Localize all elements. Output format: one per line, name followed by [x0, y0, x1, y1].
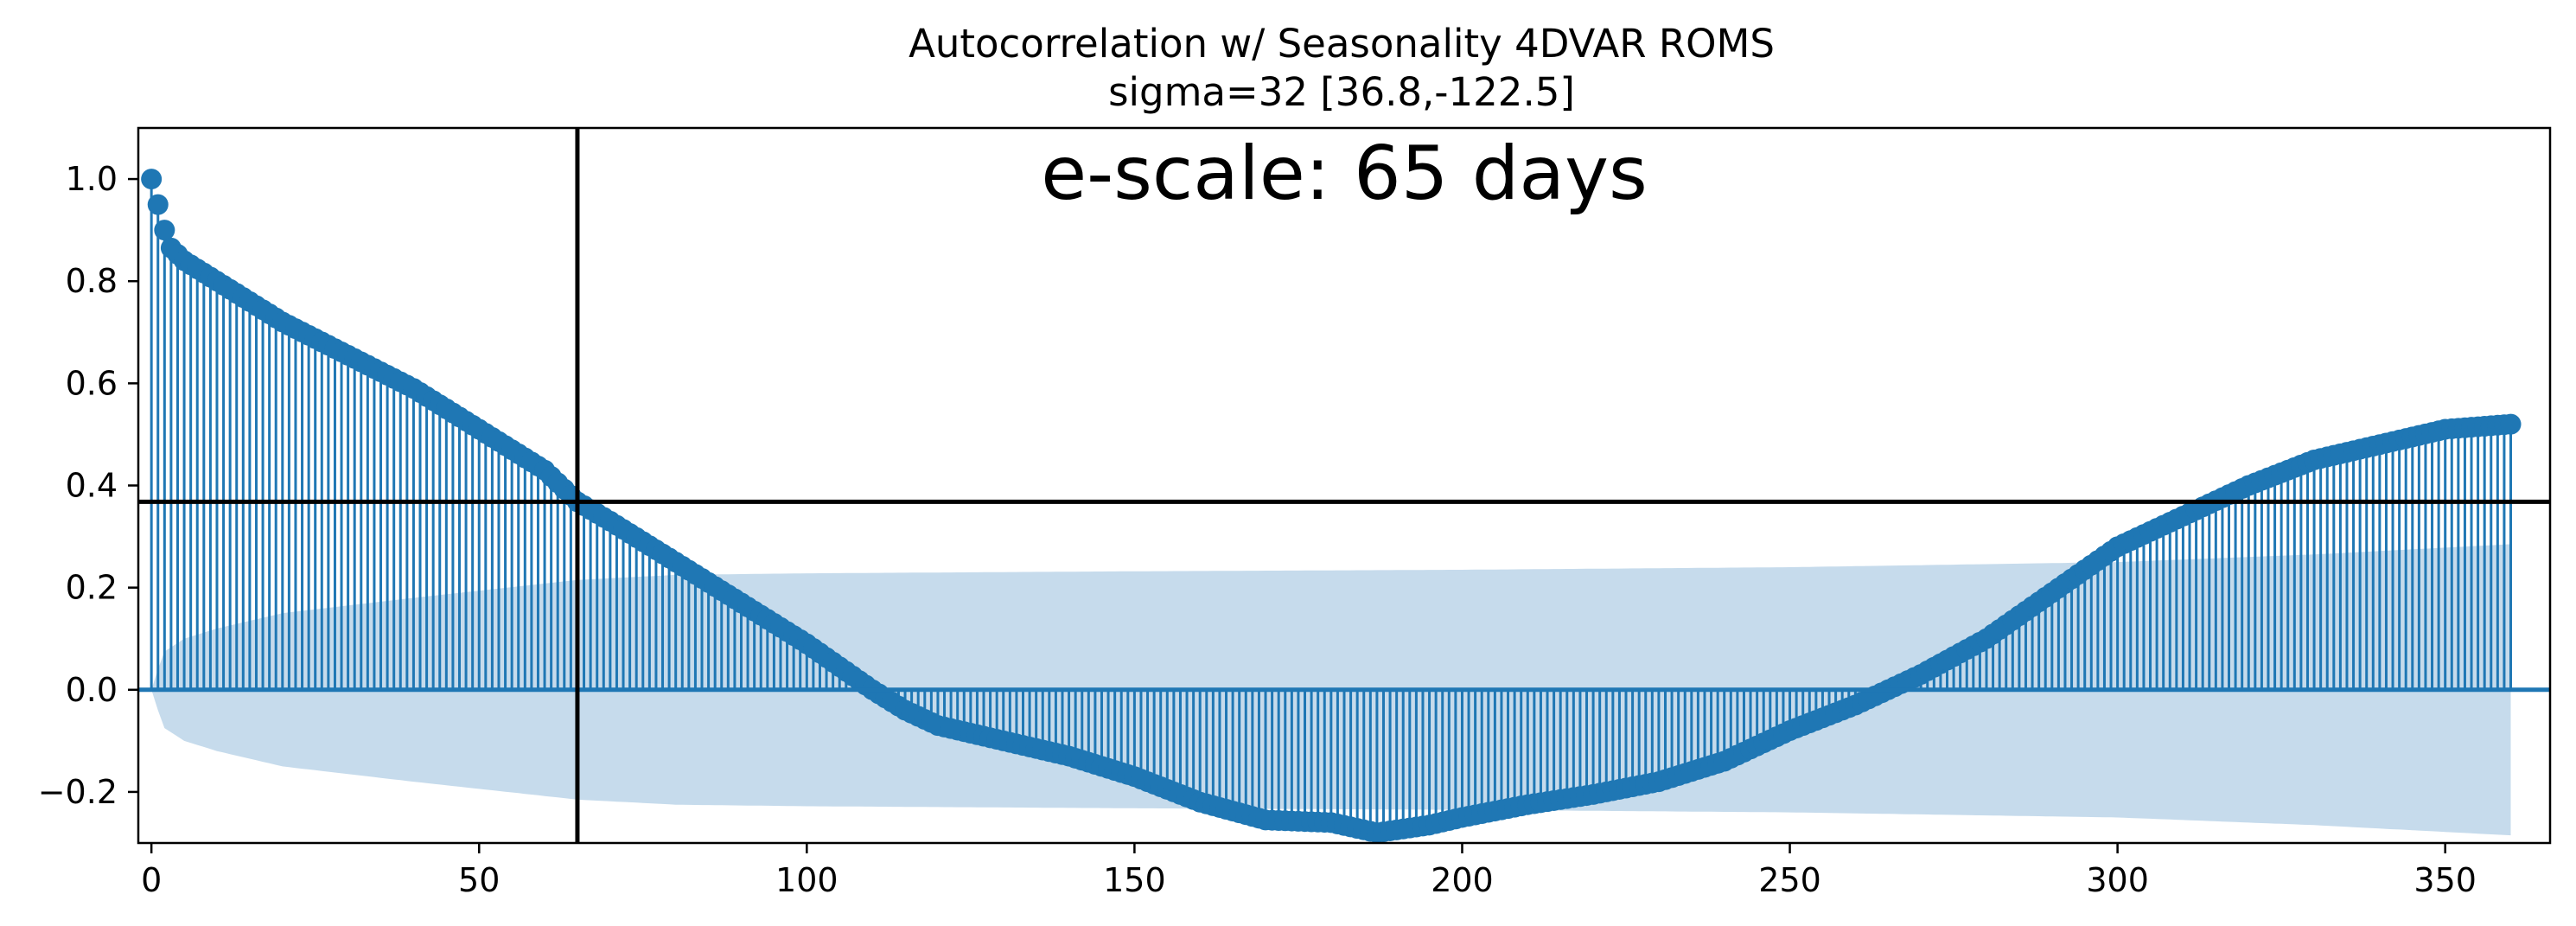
y-tick-label: 0.0 — [66, 671, 118, 709]
x-tick-label: 350 — [2413, 861, 2477, 899]
y-tick-label: 0.6 — [66, 364, 118, 402]
acf-point — [154, 220, 175, 241]
y-tick-label: −0.2 — [38, 773, 118, 811]
acf-point — [141, 169, 163, 190]
y-axis: −0.2 0.0 0.2 0.4 0.6 0.8 1.0 — [38, 160, 138, 811]
x-tick-label: 150 — [1103, 861, 1166, 899]
y-tick-label: 1.0 — [66, 160, 118, 198]
y-tick-label: 0.2 — [66, 569, 118, 607]
e-scale-annotation: e-scale: 65 days — [1041, 131, 1648, 217]
x-tick-label: 200 — [1431, 861, 1494, 899]
x-tick-label: 50 — [458, 861, 500, 899]
chart-title: Autocorrelation w/ Seasonality 4DVAR ROM… — [909, 21, 1775, 67]
acf-point — [147, 194, 169, 215]
x-tick-label: 300 — [2086, 861, 2149, 899]
acf-point — [2500, 413, 2522, 435]
x-tick-label: 0 — [141, 861, 162, 899]
x-axis: 0 50 100 150 200 250 300 350 — [141, 843, 2477, 899]
x-tick-label: 100 — [775, 861, 838, 899]
y-tick-label: 0.4 — [66, 467, 118, 505]
y-tick-label: 0.8 — [66, 262, 118, 300]
x-tick-label: 250 — [1758, 861, 1821, 899]
chart-subtitle: sigma=32 [36.8,-122.5] — [1108, 69, 1575, 115]
stem-lines — [150, 179, 2513, 833]
